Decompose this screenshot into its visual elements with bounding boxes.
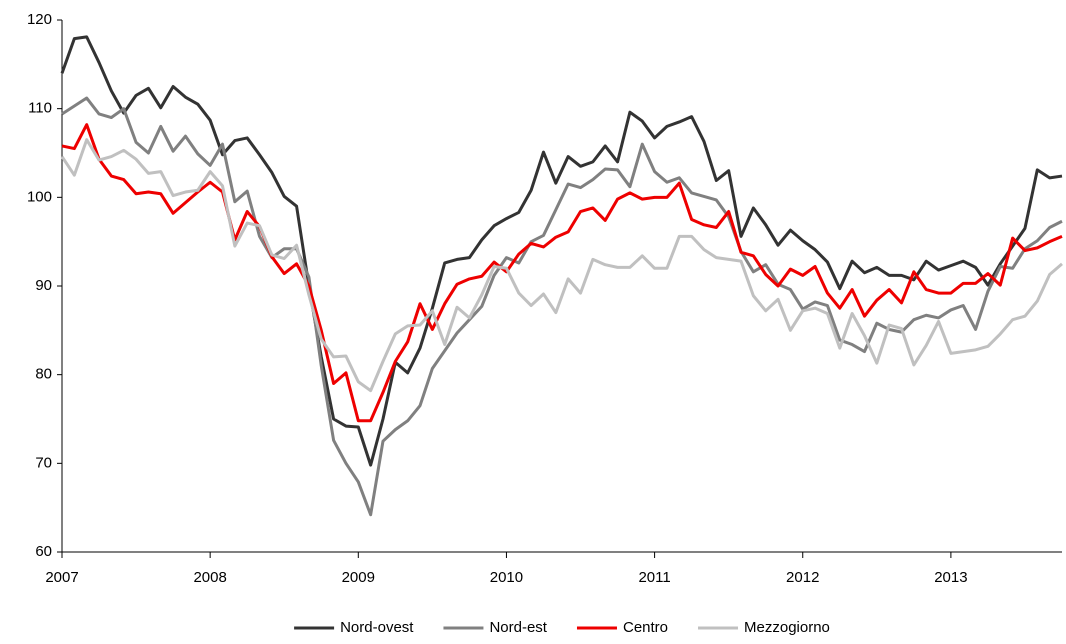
x-tick-label: 2009 [342,569,375,586]
x-tick-label: 2008 [193,569,226,586]
legend-label: Nord-est [489,619,547,636]
legend-label: Centro [623,619,668,636]
x-tick-label: 2013 [934,569,967,586]
y-tick-label: 90 [35,277,52,294]
x-tick-label: 2007 [45,569,78,586]
x-tick-label: 2011 [638,569,670,586]
y-tick-label: 70 [35,454,52,471]
x-tick-label: 2012 [786,569,819,586]
legend-label: Mezzogiorno [744,619,830,636]
legend-label: Nord-ovest [340,619,414,636]
series-line [60,138,1063,393]
series-line [60,35,1063,467]
series-line [61,96,1063,517]
y-tick-label: 80 [35,366,52,383]
y-tick-label: 100 [27,188,52,205]
y-tick-label: 120 [27,11,52,28]
x-tick-label: 2010 [490,569,523,586]
y-tick-label: 60 [35,543,52,560]
y-tick-label: 110 [28,100,52,117]
